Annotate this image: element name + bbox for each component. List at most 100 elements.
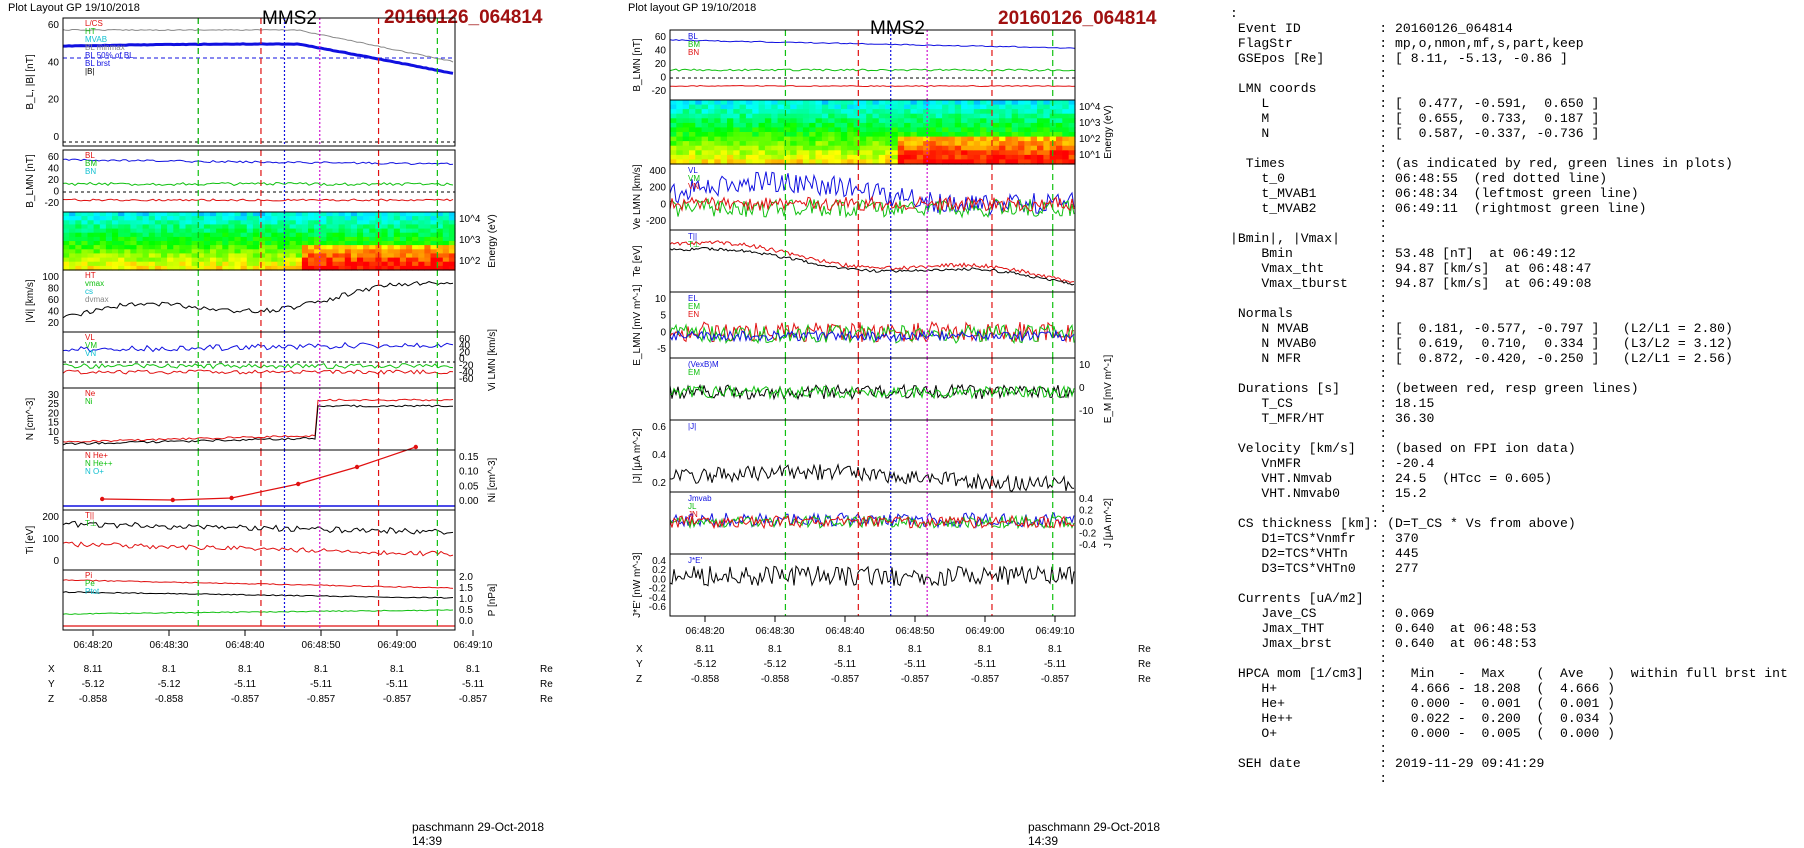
spectrogram-cell <box>897 109 905 115</box>
spectrogram-cell <box>1037 113 1044 119</box>
spectrogram-cell <box>295 249 303 254</box>
spectrogram-cell <box>289 249 297 254</box>
spectrogram-cell <box>1030 154 1038 161</box>
spectrogram-cell <box>1011 104 1019 110</box>
spectrogram-cell <box>99 257 107 263</box>
spectrogram-cell <box>154 261 162 267</box>
y-tick-label: 60 <box>459 334 471 345</box>
spectrogram-cell <box>81 265 89 271</box>
summary-line: Jave_CS : 0.069 <box>1230 606 1435 621</box>
spectrogram-cell <box>179 241 187 246</box>
spectrogram-cell <box>424 224 432 230</box>
spectrogram-cell <box>203 212 211 217</box>
spectrogram-cell <box>752 104 760 110</box>
y-tick-label: -0.4 <box>649 593 667 604</box>
y-tick-label: -40 <box>459 367 474 378</box>
spectrogram-cell <box>222 216 229 221</box>
spectrogram-cell <box>393 253 401 259</box>
spectrogram-cell <box>777 104 785 110</box>
spectrogram-cell <box>923 145 930 151</box>
spectrogram-cell <box>815 104 823 110</box>
spectrogram-cell <box>259 224 266 230</box>
spectrogram-cell <box>448 228 456 234</box>
spectrogram-cell <box>136 232 144 238</box>
spectrogram-cell <box>1037 132 1044 138</box>
y-tick-label: -0.4 <box>1079 540 1097 551</box>
spectrogram-cell <box>720 136 728 142</box>
spectrogram-cell <box>87 253 95 259</box>
spectrogram-cell <box>1005 127 1013 133</box>
spectrogram-cell <box>118 265 125 271</box>
spectrogram-cell <box>350 212 358 217</box>
spectrogram-cell <box>118 232 125 238</box>
spectrogram-cell <box>783 136 791 142</box>
spectrogram-cell <box>1011 159 1019 165</box>
spectrogram-cell <box>338 245 346 250</box>
spectrogram-cell <box>197 245 205 250</box>
spectrogram-cell <box>387 220 395 225</box>
spectrogram-cell <box>999 127 1006 133</box>
spectrogram-cell <box>430 253 438 259</box>
spectrogram-cell <box>191 224 199 230</box>
spectrogram-cell <box>935 113 943 119</box>
spectrogram-cell <box>676 127 684 133</box>
spectrogram-cell <box>1018 118 1025 124</box>
spectrogram-cell <box>973 122 981 129</box>
spectrogram-cell <box>796 109 804 115</box>
spectrogram-cell <box>234 220 242 225</box>
y-tick-label: 0.0 <box>652 574 666 585</box>
spectrogram-cell <box>701 109 709 115</box>
vl-series <box>62 341 454 353</box>
spectrogram-cell <box>733 145 741 151</box>
spacecraft-label: MMS2 <box>870 18 925 39</box>
spectrogram-cell <box>418 212 425 217</box>
spectrogram-cell <box>154 228 162 234</box>
spectrogram-cell <box>436 228 444 234</box>
spectrogram-cell <box>387 249 395 254</box>
spectrogram-cell <box>682 113 690 119</box>
ephemeris-value: -0.857 <box>1041 674 1070 685</box>
spectrogram-cell <box>436 257 444 263</box>
spectrogram-cell <box>935 150 943 156</box>
spectrogram-cell <box>809 132 817 138</box>
spectrogram-cell <box>283 228 291 234</box>
spectrogram-cell <box>148 224 156 230</box>
spectrogram-cell <box>720 141 728 147</box>
spectrogram-cell <box>271 236 278 242</box>
spectrogram-cell <box>246 212 254 217</box>
spectrogram-cell <box>973 159 981 165</box>
spectrogram-cell <box>112 216 119 221</box>
summary-line: H+ : 4.666 - 18.208 ( 4.666 ) <box>1230 681 1616 696</box>
spectrogram-cell <box>228 228 236 234</box>
y-tick-label: 60 <box>655 32 667 43</box>
spectrogram-cell <box>234 249 242 254</box>
spectrogram-cell <box>381 245 389 250</box>
ion-energy-spectrogram <box>63 212 456 271</box>
spectrogram-cell <box>87 261 95 267</box>
spectrogram-cell <box>828 154 836 161</box>
spectrogram-cell <box>897 118 905 124</box>
spectrogram-cell <box>271 257 278 263</box>
spectrogram-cell <box>821 118 829 124</box>
spectrogram-cell <box>222 220 229 225</box>
spectrogram-cell <box>802 145 810 151</box>
spectrogram-cell <box>897 127 905 133</box>
spectrogram-cell <box>752 122 760 129</box>
spectrogram-cell <box>676 132 684 138</box>
spectrogram-cell <box>847 150 855 156</box>
spectrogram-cell <box>885 109 893 115</box>
spectrogram-cell <box>93 236 101 242</box>
ephemeris-value: -5.11 <box>904 659 926 670</box>
spectrogram-cell <box>935 100 943 106</box>
spectrogram-cell <box>834 136 842 142</box>
spectrogram-cell <box>295 212 303 217</box>
spectrogram-cell <box>185 220 193 225</box>
spectrogram-cell <box>93 212 101 217</box>
spectrogram-cell <box>326 212 334 217</box>
spectrogram-cell <box>828 132 836 138</box>
spectrogram-cell <box>369 245 376 250</box>
spectrogram-cell <box>87 265 95 271</box>
spectrogram-cell <box>399 212 407 217</box>
spectrogram-cell <box>136 212 144 217</box>
spectrogram-cell <box>112 232 119 238</box>
